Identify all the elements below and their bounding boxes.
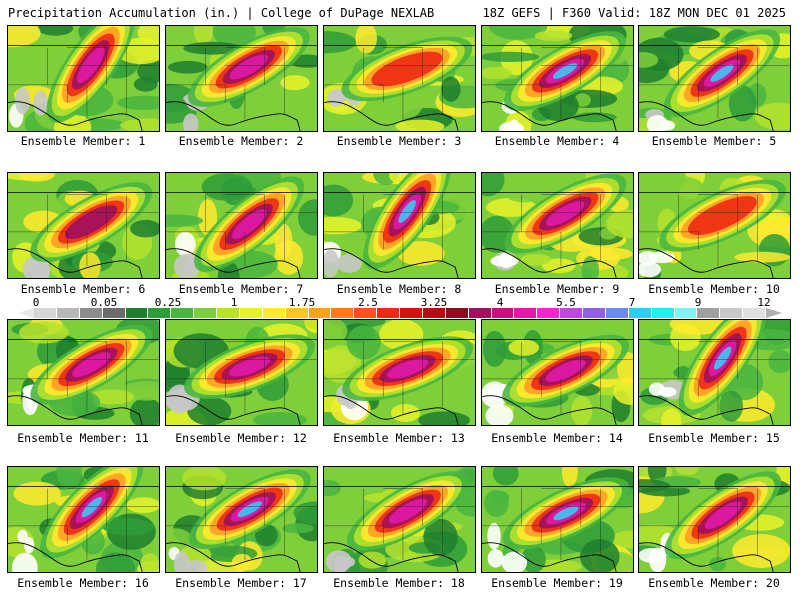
ensemble-map-10 [638, 172, 791, 279]
ensemble-member-label: Ensemble Member: 10 [648, 282, 780, 296]
ensemble-map-3 [323, 25, 476, 132]
colorbar-segment [285, 308, 309, 318]
colorbar-tick-label: 0 [32, 296, 40, 309]
colorbar-segment [56, 308, 80, 318]
colorbar-segment [354, 308, 378, 318]
ensemble-member-label: Ensemble Member: 5 [651, 134, 777, 148]
ensemble-member-label: Ensemble Member: 16 [17, 576, 149, 590]
colorbar-segment [400, 308, 423, 318]
colorbar-min-arrow [18, 308, 34, 318]
colorbar-segment [491, 308, 515, 318]
ensemble-member-label: Ensemble Member: 17 [175, 576, 307, 590]
ensemble-map-18 [323, 466, 476, 573]
page-title: Precipitation Accumulation (in.) | Colle… [8, 6, 435, 20]
precipitation-colorbar [34, 308, 766, 318]
ensemble-map-8 [323, 172, 476, 279]
ensemble-map-2 [165, 25, 318, 132]
ensemble-member-label: Ensemble Member: 9 [494, 282, 620, 296]
model-run-info: 18Z GEFS | F360 Valid: 18Z MON DEC 01 20… [482, 6, 786, 20]
ensemble-member-label: Ensemble Member: 18 [333, 576, 465, 590]
colorbar-segment [537, 308, 561, 318]
ensemble-member-label: Ensemble Member: 14 [491, 431, 623, 445]
colorbar-segment [34, 308, 57, 318]
colorbar-segment [697, 308, 721, 318]
ensemble-map-14 [481, 319, 634, 426]
colorbar-segment [148, 308, 172, 318]
colorbar-segment [605, 308, 629, 318]
ensemble-member-label: Ensemble Member: 12 [175, 431, 307, 445]
colorbar-segment [720, 308, 744, 318]
colorbar-segment [468, 308, 492, 318]
colorbar-max-arrow [766, 308, 782, 318]
colorbar-segment [445, 308, 469, 318]
ensemble-member-label: Ensemble Member: 20 [648, 576, 780, 590]
ensemble-member-label: Ensemble Member: 1 [20, 134, 146, 148]
colorbar-tick-label: 1 [230, 296, 238, 309]
colorbar-segment [560, 308, 583, 318]
colorbar-tick-label: 9 [694, 296, 702, 309]
ensemble-member-label: Ensemble Member: 2 [178, 134, 304, 148]
ensemble-map-1 [7, 25, 160, 132]
colorbar-segment [217, 308, 240, 318]
colorbar-tick-label: 7 [628, 296, 636, 309]
colorbar-tick-label: 12 [757, 296, 771, 309]
colorbar-segment [102, 308, 126, 318]
colorbar-segment [239, 308, 263, 318]
ensemble-map-19 [481, 466, 634, 573]
ensemble-map-17 [165, 466, 318, 573]
colorbar-tick-label: 3.25 [420, 296, 448, 309]
colorbar-tick-label: 0.05 [90, 296, 118, 309]
colorbar-tick-label: 5.5 [556, 296, 576, 309]
colorbar-segment [674, 308, 698, 318]
ensemble-map-9 [481, 172, 634, 279]
ensemble-member-label: Ensemble Member: 11 [17, 431, 149, 445]
ensemble-member-label: Ensemble Member: 13 [333, 431, 465, 445]
ensemble-map-6 [7, 172, 160, 279]
colorbar-tick-label: 0.25 [154, 296, 182, 309]
colorbar-segment [79, 308, 103, 318]
colorbar-segment [514, 308, 538, 318]
ensemble-map-11 [7, 319, 160, 426]
ensemble-member-label: Ensemble Member: 8 [336, 282, 462, 296]
colorbar-segment [171, 308, 195, 318]
ensemble-map-16 [7, 466, 160, 573]
ensemble-map-13 [323, 319, 476, 426]
ensemble-map-12 [165, 319, 318, 426]
ensemble-map-4 [481, 25, 634, 132]
colorbar-segment [422, 308, 446, 318]
ensemble-map-7 [165, 172, 318, 279]
colorbar-segment [628, 308, 652, 318]
colorbar-tick-label: 4 [496, 296, 504, 309]
colorbar-segment [262, 308, 286, 318]
ensemble-member-label: Ensemble Member: 4 [494, 134, 620, 148]
colorbar-segment [583, 308, 606, 318]
colorbar-segment [331, 308, 355, 318]
ensemble-member-label: Ensemble Member: 7 [178, 282, 304, 296]
ensemble-map-5 [638, 25, 791, 132]
ensemble-member-label: Ensemble Member: 15 [648, 431, 780, 445]
colorbar-segment [125, 308, 149, 318]
colorbar-segment [651, 308, 675, 318]
ensemble-member-label: Ensemble Member: 6 [20, 282, 146, 296]
ensemble-member-label: Ensemble Member: 3 [336, 134, 462, 148]
ensemble-member-label: Ensemble Member: 19 [491, 576, 623, 590]
ensemble-map-20 [638, 466, 791, 573]
colorbar-tick-label: 1.75 [288, 296, 316, 309]
colorbar-segment [308, 308, 332, 318]
colorbar-segment [194, 308, 217, 318]
ensemble-map-15 [638, 319, 791, 426]
colorbar-segment [743, 308, 766, 318]
colorbar-segment [377, 308, 400, 318]
colorbar-tick-label: 2.5 [358, 296, 378, 309]
